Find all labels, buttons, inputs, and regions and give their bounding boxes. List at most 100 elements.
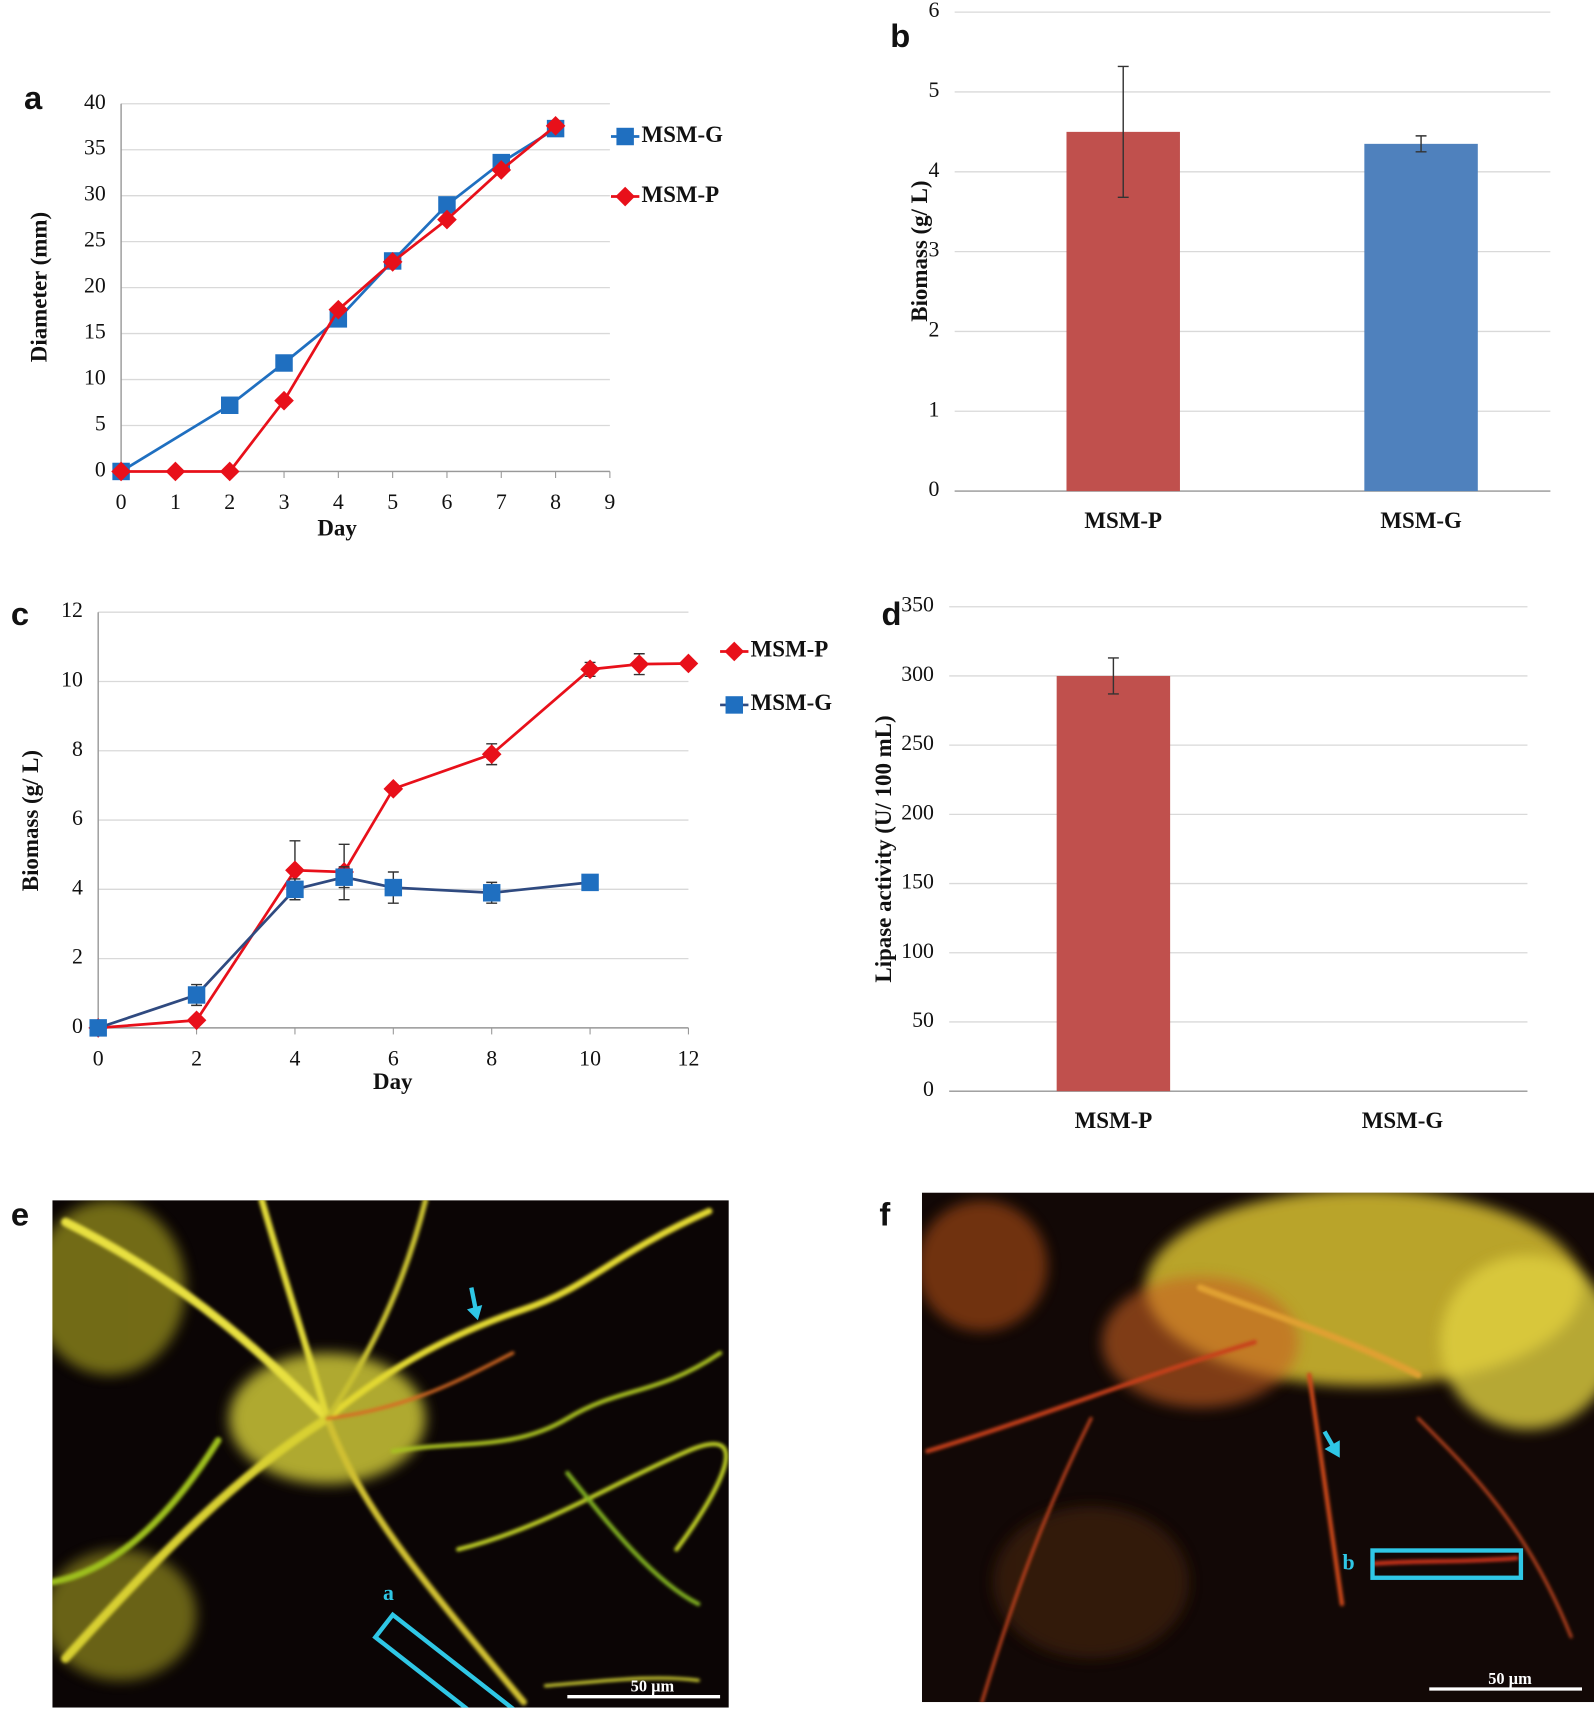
legend-marker — [615, 186, 635, 207]
error-bar — [1117, 65, 1129, 199]
data-point — [165, 461, 186, 482]
panel-label: b — [890, 17, 910, 54]
y-tick-label: 0 — [928, 477, 939, 501]
annotation: b — [1342, 1551, 1354, 1575]
legend-marker — [616, 127, 634, 146]
x-tick-label: 10 — [579, 1047, 601, 1071]
y-tick-label: 8 — [72, 737, 83, 761]
x-tick-label: 4 — [333, 490, 344, 514]
legend-label: MSM-P — [642, 182, 720, 207]
y-tick-label: 150 — [901, 870, 934, 894]
micrograph-f: b 50 µm — [921, 1192, 1594, 1703]
legend-label: MSM-G — [751, 690, 833, 715]
y-tick-label: 300 — [901, 662, 934, 686]
data-point — [335, 868, 353, 886]
data-point — [187, 986, 206, 1004]
x-tick-label: 8 — [550, 490, 561, 514]
y-tick-label: 3 — [928, 238, 939, 262]
y-tick-label: 25 — [84, 228, 106, 252]
y-tick-label: 5 — [95, 411, 106, 435]
x-tick-label: 7 — [496, 490, 507, 514]
bar — [1364, 143, 1478, 492]
y-tick-label: 0 — [95, 457, 106, 481]
x-tick-label: 1 — [170, 490, 181, 514]
y-tick-label: 4 — [72, 875, 83, 899]
error-bar — [1415, 135, 1427, 153]
data-point — [384, 878, 403, 897]
y-tick-label: 35 — [84, 136, 106, 160]
data-point — [678, 653, 699, 674]
x-tick-label: 3 — [279, 490, 290, 514]
y-tick-label: 50 — [912, 1008, 934, 1032]
panel-label: e — [11, 1195, 29, 1232]
data-point — [286, 880, 304, 899]
y-tick-label: 4 — [928, 158, 939, 182]
legend-label: MSM-G — [642, 122, 724, 147]
data-point — [482, 884, 501, 902]
data-point — [219, 461, 240, 482]
legend-marker — [724, 641, 745, 662]
x-tick-label: 12 — [678, 1047, 700, 1071]
x-tick-label: 5 — [387, 490, 398, 514]
y-tick-label: 6 — [928, 0, 939, 22]
x-axis-title: Day — [317, 516, 357, 541]
y-tick-label: 20 — [84, 274, 106, 298]
scale-bar-label: 50 µm — [631, 1677, 675, 1696]
x-tick-label: 2 — [191, 1047, 202, 1071]
x-tick-label: MSM-P — [1075, 1108, 1153, 1133]
panel-label: f — [879, 1195, 890, 1232]
data-point — [491, 160, 512, 180]
x-tick-label: 9 — [604, 490, 615, 514]
y-axis-title: Diameter (mm) — [27, 212, 52, 362]
error-bar — [1107, 657, 1119, 695]
y-tick-label: 6 — [72, 806, 83, 830]
data-point — [186, 1010, 207, 1031]
micrograph-e: a 50 µm — [52, 1200, 729, 1708]
x-tick-label: MSM-G — [1362, 1108, 1444, 1133]
y-axis-title: Biomass (g/ L) — [18, 750, 43, 891]
y-tick-label: 250 — [901, 731, 934, 755]
y-tick-label: 200 — [901, 800, 934, 824]
series-line — [98, 662, 689, 1030]
data-point — [545, 116, 566, 136]
data-point — [580, 659, 600, 680]
data-point — [629, 654, 650, 674]
x-tick-label: 0 — [93, 1047, 104, 1071]
y-tick-label: 10 — [61, 667, 83, 691]
y-tick-label: 30 — [84, 182, 106, 206]
x-tick-label: 0 — [116, 490, 127, 514]
data-point — [581, 873, 599, 892]
panel-label: d — [882, 595, 902, 632]
annotation: a — [383, 1581, 394, 1605]
data-point — [275, 354, 293, 372]
bar — [1056, 675, 1171, 1092]
legend-label: MSM-P — [751, 637, 829, 662]
x-tick-label: 8 — [486, 1047, 497, 1071]
y-tick-label: 5 — [928, 78, 939, 102]
data-point — [89, 1019, 107, 1037]
x-tick-label: 6 — [442, 490, 453, 514]
series-line — [121, 124, 557, 473]
y-tick-label: 1 — [928, 397, 939, 421]
y-tick-label: 2 — [72, 945, 83, 969]
data-point — [383, 779, 404, 799]
x-tick-label: 4 — [289, 1047, 300, 1071]
y-tick-label: 100 — [901, 939, 934, 963]
legend-marker — [725, 696, 743, 714]
y-axis-title: Biomass (g/ L) — [907, 180, 932, 321]
data-point — [382, 252, 403, 272]
data-point — [220, 396, 239, 415]
y-tick-label: 0 — [72, 1014, 83, 1038]
y-tick-label: 10 — [84, 366, 106, 390]
panel-label: c — [11, 595, 29, 632]
data-point — [437, 209, 457, 230]
x-tick-label: 6 — [388, 1047, 399, 1071]
y-tick-label: 40 — [84, 90, 106, 114]
panel-label: a — [24, 79, 43, 116]
y-tick-label: 2 — [928, 317, 939, 341]
y-tick-label: 12 — [61, 598, 83, 622]
y-tick-label: 15 — [84, 320, 106, 344]
data-point — [285, 860, 305, 881]
y-axis-title: Lipase activity (U/ 100 mL) — [871, 715, 896, 982]
